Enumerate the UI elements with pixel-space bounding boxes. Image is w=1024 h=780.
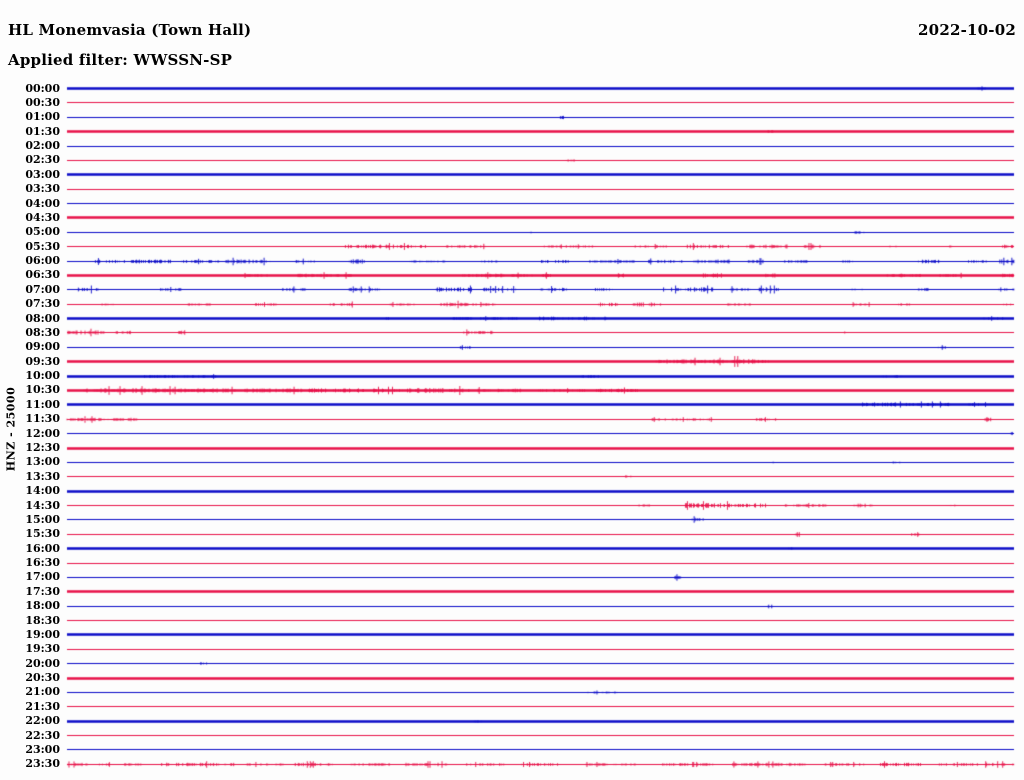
applied-filter-label: Applied filter: WWSSN-SP bbox=[8, 51, 233, 69]
time-label: 10:30 bbox=[25, 383, 60, 397]
time-label: 10:00 bbox=[25, 369, 60, 383]
time-label: 17:30 bbox=[25, 584, 60, 598]
time-label: 22:30 bbox=[25, 728, 60, 742]
time-label: 22:00 bbox=[25, 714, 60, 728]
time-label: 06:00 bbox=[25, 254, 60, 268]
time-label: 19:00 bbox=[25, 627, 60, 641]
time-label: 12:30 bbox=[25, 441, 60, 454]
time-label: 08:00 bbox=[25, 311, 60, 325]
time-label: 05:00 bbox=[25, 225, 60, 239]
time-label: 08:30 bbox=[25, 325, 60, 339]
time-label: 14:00 bbox=[25, 484, 60, 498]
time-label: 11:00 bbox=[25, 397, 60, 411]
time-label: 12:00 bbox=[25, 426, 60, 440]
time-label: 14:30 bbox=[25, 498, 60, 512]
time-label: 20:00 bbox=[25, 656, 60, 670]
time-label: 21:30 bbox=[25, 699, 60, 713]
time-label: 18:00 bbox=[25, 599, 60, 613]
time-label: 07:30 bbox=[25, 297, 60, 311]
record-date: 2022-10-02 bbox=[918, 21, 1016, 39]
time-label: 15:00 bbox=[25, 512, 60, 526]
time-label: 23:30 bbox=[25, 757, 60, 771]
time-label: 06:30 bbox=[25, 268, 60, 282]
time-label: 01:30 bbox=[25, 124, 60, 138]
time-label: 17:00 bbox=[25, 570, 60, 584]
time-label: 00:00 bbox=[25, 81, 60, 95]
station-title: HL Monemvasia (Town Hall) bbox=[8, 21, 252, 39]
time-label: 02:30 bbox=[25, 153, 60, 167]
time-label: 04:30 bbox=[25, 210, 60, 224]
time-label: 19:30 bbox=[25, 642, 60, 656]
time-label: 01:00 bbox=[25, 110, 60, 124]
time-label: 05:30 bbox=[25, 239, 60, 253]
time-label: 07:00 bbox=[25, 282, 60, 296]
time-label: 23:00 bbox=[25, 742, 60, 756]
time-label: 13:00 bbox=[25, 455, 60, 469]
time-label: 03:00 bbox=[25, 167, 60, 181]
time-label: 09:00 bbox=[25, 340, 60, 354]
time-label: 16:30 bbox=[25, 556, 60, 570]
time-label: 02:00 bbox=[25, 139, 60, 153]
time-label: 09:30 bbox=[25, 354, 60, 368]
time-label: 03:30 bbox=[25, 182, 60, 196]
time-label: 16:00 bbox=[25, 541, 60, 555]
time-label: 21:00 bbox=[25, 685, 60, 699]
time-label: 11:30 bbox=[25, 412, 60, 426]
time-label: 00:30 bbox=[25, 95, 60, 109]
time-label: 20:30 bbox=[25, 671, 60, 685]
time-label: 15:30 bbox=[25, 527, 60, 541]
time-label: 04:00 bbox=[25, 196, 60, 210]
time-label: 13:30 bbox=[25, 469, 60, 483]
time-label: 18:30 bbox=[25, 613, 60, 627]
